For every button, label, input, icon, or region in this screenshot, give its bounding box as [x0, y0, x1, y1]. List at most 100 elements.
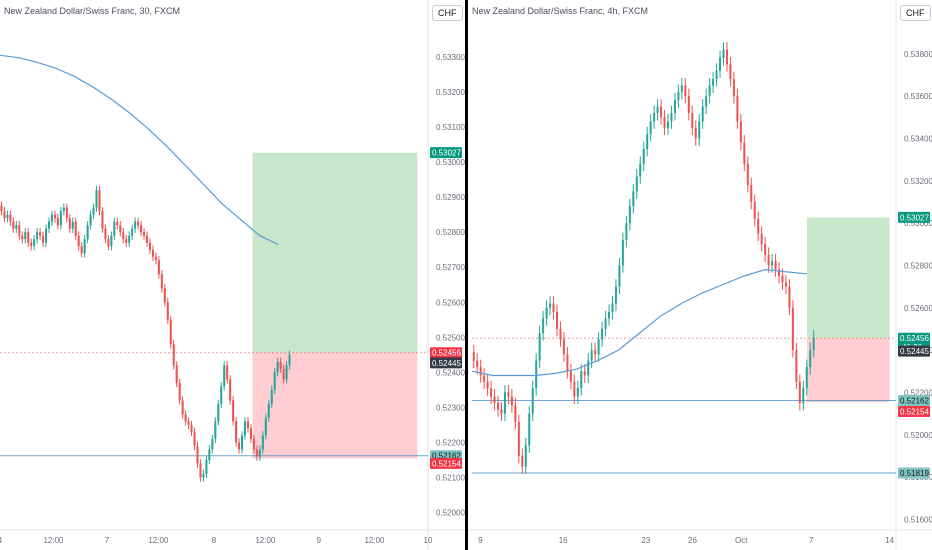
- price-badge-bg: [898, 394, 930, 406]
- right-chart-title: New Zealand Dollar/Swiss Franc, 4h, FXCM: [472, 6, 649, 16]
- x-tick-label: 9: [478, 536, 483, 545]
- candle: [142, 232, 146, 236]
- candle: [44, 228, 48, 243]
- candle: [649, 121, 652, 135]
- candle: [232, 400, 235, 422]
- candle: [736, 96, 739, 122]
- candle: [42, 235, 45, 243]
- x-tick-label: 10: [424, 536, 433, 545]
- candle: [774, 261, 777, 270]
- left-chart-title: New Zealand Dollar/Swiss Franc, 30, FXCM: [4, 6, 181, 16]
- left-chart-pane[interactable]: 0.53300 0.53200 0.53100 0.53000 0.52900 0.528…: [0, 0, 465, 550]
- candle: [625, 223, 628, 241]
- candle: [6, 214, 9, 219]
- candle: [101, 211, 104, 229]
- candle: [252, 438, 255, 450]
- candle: [125, 239, 128, 243]
- candle: [122, 232, 125, 240]
- candle: [21, 235, 24, 240]
- candle: [549, 303, 552, 308]
- candle: [705, 96, 708, 107]
- right-chart-pane[interactable]: 0.53800 0.53600 0.53400 0.53200 0.53000 0.528…: [468, 0, 932, 550]
- candle: [92, 207, 95, 215]
- candle: [56, 218, 59, 226]
- candle: [202, 473, 205, 478]
- candle: [656, 106, 659, 114]
- candles: [472, 42, 815, 474]
- candle: [691, 113, 694, 128]
- candle: [116, 221, 119, 226]
- candle: [33, 239, 36, 247]
- candle: [217, 403, 220, 422]
- candle: [486, 381, 489, 389]
- candle: [712, 79, 715, 86]
- right-chart-svg[interactable]: 0.53800 0.53600 0.53400 0.53200 0.53000 0.528…: [468, 0, 932, 550]
- candle: [151, 249, 154, 257]
- candle: [193, 431, 196, 446]
- x-tick-label: 4: [0, 536, 3, 545]
- candle: [601, 328, 604, 340]
- candle: [524, 445, 527, 467]
- candle: [246, 421, 250, 429]
- candle: [590, 350, 593, 361]
- price-badge: 0.53027: [898, 211, 930, 223]
- moving-average-line: [471, 268, 808, 377]
- left-currency-button[interactable]: CHF: [432, 5, 463, 21]
- left-chart-svg[interactable]: 0.53300 0.53200 0.53100 0.53000 0.52900 0.528…: [0, 0, 465, 550]
- candle: [255, 449, 258, 457]
- candle: [226, 365, 229, 380]
- candle: [12, 221, 15, 229]
- candle: [166, 302, 169, 320]
- candle: [646, 134, 649, 149]
- loss-zone: [806, 338, 890, 403]
- candle: [220, 386, 223, 404]
- candle: [140, 225, 143, 233]
- moving-average-line: [0, 54, 279, 246]
- candle: [205, 459, 208, 474]
- candle: [249, 428, 252, 439]
- x-tick-label: 9: [317, 536, 322, 545]
- candle: [223, 365, 226, 387]
- right-currency-button[interactable]: CHF: [900, 5, 931, 21]
- y-tick-label: 0.52000: [904, 431, 932, 440]
- y-tick-label: 0.53800: [904, 50, 932, 59]
- candle: [199, 463, 202, 478]
- candle: [597, 339, 600, 355]
- candle: [80, 246, 83, 254]
- y-tick-label: 0.52900: [436, 193, 465, 202]
- candle: [784, 282, 787, 287]
- candle: [39, 232, 42, 236]
- candle: [680, 85, 683, 92]
- candle: [576, 388, 579, 397]
- candle: [608, 311, 611, 319]
- price-badge-bg: [898, 405, 930, 417]
- candle: [791, 307, 794, 351]
- candle: [781, 276, 784, 283]
- candle: [184, 414, 187, 422]
- y-tick-label: 0.53000: [436, 158, 465, 167]
- candle: [566, 354, 569, 372]
- candle: [743, 142, 746, 164]
- candle: [528, 413, 531, 446]
- candle: [137, 221, 140, 226]
- candle: [777, 269, 781, 276]
- candle: [812, 337, 815, 351]
- price-badge-bg: [898, 467, 930, 479]
- candle: [50, 214, 54, 222]
- candle: [273, 372, 276, 390]
- candle: [732, 79, 735, 97]
- profit-zone: [806, 217, 890, 339]
- candle: [687, 96, 690, 114]
- candle: [89, 214, 92, 226]
- price-badge: 0.52445: [430, 357, 462, 369]
- candle: [110, 235, 113, 247]
- candle: [240, 435, 244, 450]
- candle: [545, 307, 548, 319]
- candle: [276, 361, 279, 373]
- candle: [753, 201, 756, 219]
- candle: [628, 206, 631, 224]
- candle: [3, 211, 6, 219]
- candle: [65, 207, 68, 219]
- y-tick-label: 0.53400: [904, 134, 932, 143]
